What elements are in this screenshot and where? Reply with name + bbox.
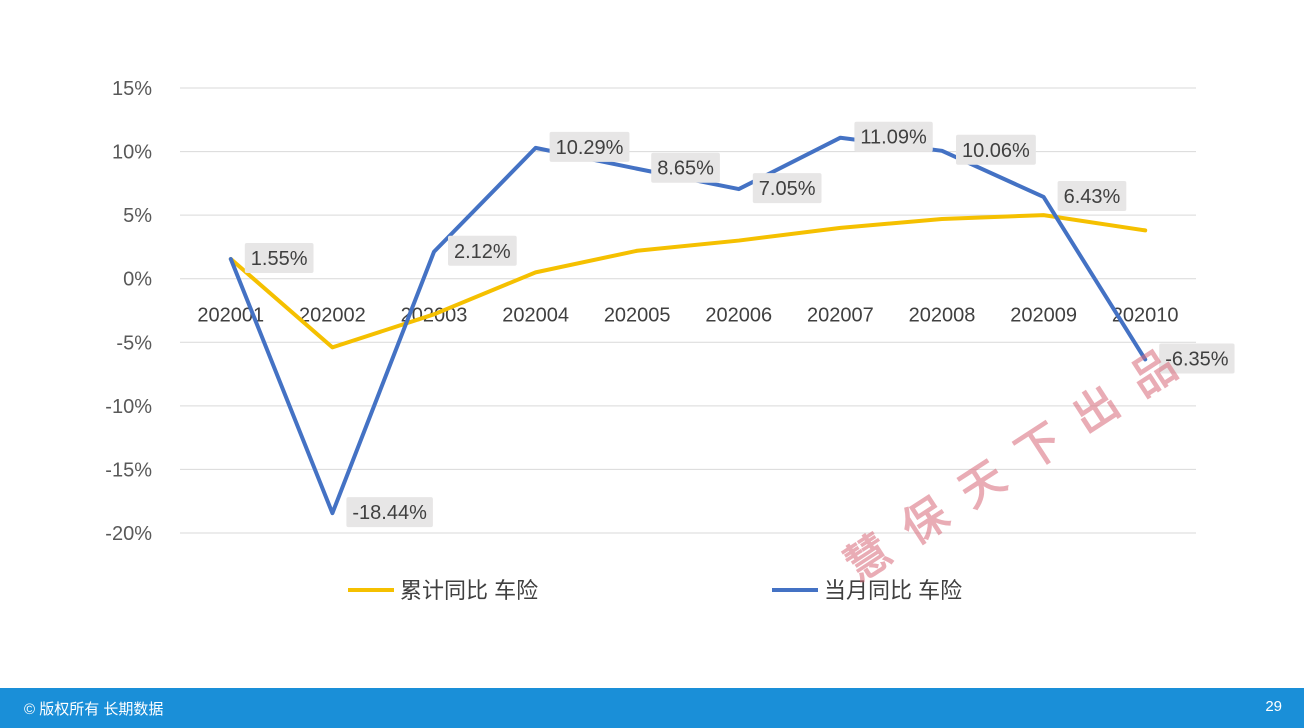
data-label-text: -6.35% bbox=[1165, 348, 1229, 370]
y-tick-label: 5% bbox=[123, 205, 152, 227]
line-chart: 15% 10% 5% 0% -5% -10% -15% -20% 202001 202002 20… bbox=[105, 78, 1235, 603]
data-label-text: 10.06% bbox=[962, 140, 1030, 162]
legend-entry: 当月同比 车险 bbox=[772, 578, 962, 603]
data-label: 6.43% bbox=[1057, 180, 1127, 211]
y-tick-label: -10% bbox=[105, 396, 152, 418]
legend-label: 当月同比 车险 bbox=[824, 578, 962, 603]
copyright-text: © 版权所有 长期数据 bbox=[24, 701, 164, 718]
data-labels: 1.55% -18.44% 2.12% 10.29% 8.65% 7.05% 11.09% 1… bbox=[244, 121, 1235, 528]
data-label: 10.29% bbox=[549, 131, 630, 162]
x-category-label: 202004 bbox=[502, 305, 569, 327]
footer-bar: © 版权所有 长期数据 29 bbox=[0, 688, 1304, 728]
data-label: 10.06% bbox=[956, 134, 1036, 165]
legend-label: 累计同比 车险 bbox=[400, 578, 538, 603]
x-category-label: 202008 bbox=[909, 305, 976, 327]
data-label: -18.44% bbox=[346, 497, 433, 528]
data-label: 7.05% bbox=[752, 173, 822, 204]
x-category-label: 202006 bbox=[705, 305, 772, 327]
x-category-label: 202002 bbox=[299, 305, 366, 327]
y-tick-label: -15% bbox=[105, 459, 152, 481]
y-tick-label: 10% bbox=[112, 142, 152, 164]
y-tick-label: 15% bbox=[112, 78, 152, 100]
y-tick-label: -5% bbox=[116, 332, 152, 354]
data-label: 11.09% bbox=[854, 121, 933, 152]
x-category-label: 202005 bbox=[604, 305, 671, 327]
data-label-text: 2.12% bbox=[454, 241, 511, 263]
y-axis-ticks: 15% 10% 5% 0% -5% -10% -15% -20% bbox=[105, 78, 152, 545]
x-category-label: 202001 bbox=[197, 305, 264, 327]
data-label-text: -18.44% bbox=[352, 502, 427, 524]
data-label-text: 6.43% bbox=[1064, 186, 1121, 208]
data-label: 2.12% bbox=[448, 235, 517, 266]
data-label: 1.55% bbox=[244, 243, 314, 274]
data-label: 8.65% bbox=[651, 152, 720, 183]
x-axis-categories: 202001 202002 202003 202004 202005 202006 2020… bbox=[197, 305, 1178, 327]
x-category-label: 202007 bbox=[807, 305, 874, 327]
page-number: 29 bbox=[1265, 698, 1282, 715]
data-label-text: 7.05% bbox=[759, 178, 816, 200]
legend-entry: 累计同比 车险 bbox=[348, 578, 538, 603]
y-tick-label: 0% bbox=[123, 269, 152, 291]
data-label: -6.35% bbox=[1159, 343, 1235, 374]
legend: 累计同比 车险 当月同比 车险 bbox=[348, 578, 962, 603]
data-label-text: 1.55% bbox=[251, 248, 308, 270]
x-category-label: 202009 bbox=[1010, 305, 1077, 327]
data-label-text: 10.29% bbox=[556, 137, 624, 159]
x-category-label: 202010 bbox=[1112, 305, 1179, 327]
series-line-0 bbox=[228, 213, 1148, 350]
data-label-text: 8.65% bbox=[657, 158, 714, 180]
y-tick-label: -20% bbox=[105, 523, 152, 545]
data-label-text: 11.09% bbox=[860, 127, 927, 149]
